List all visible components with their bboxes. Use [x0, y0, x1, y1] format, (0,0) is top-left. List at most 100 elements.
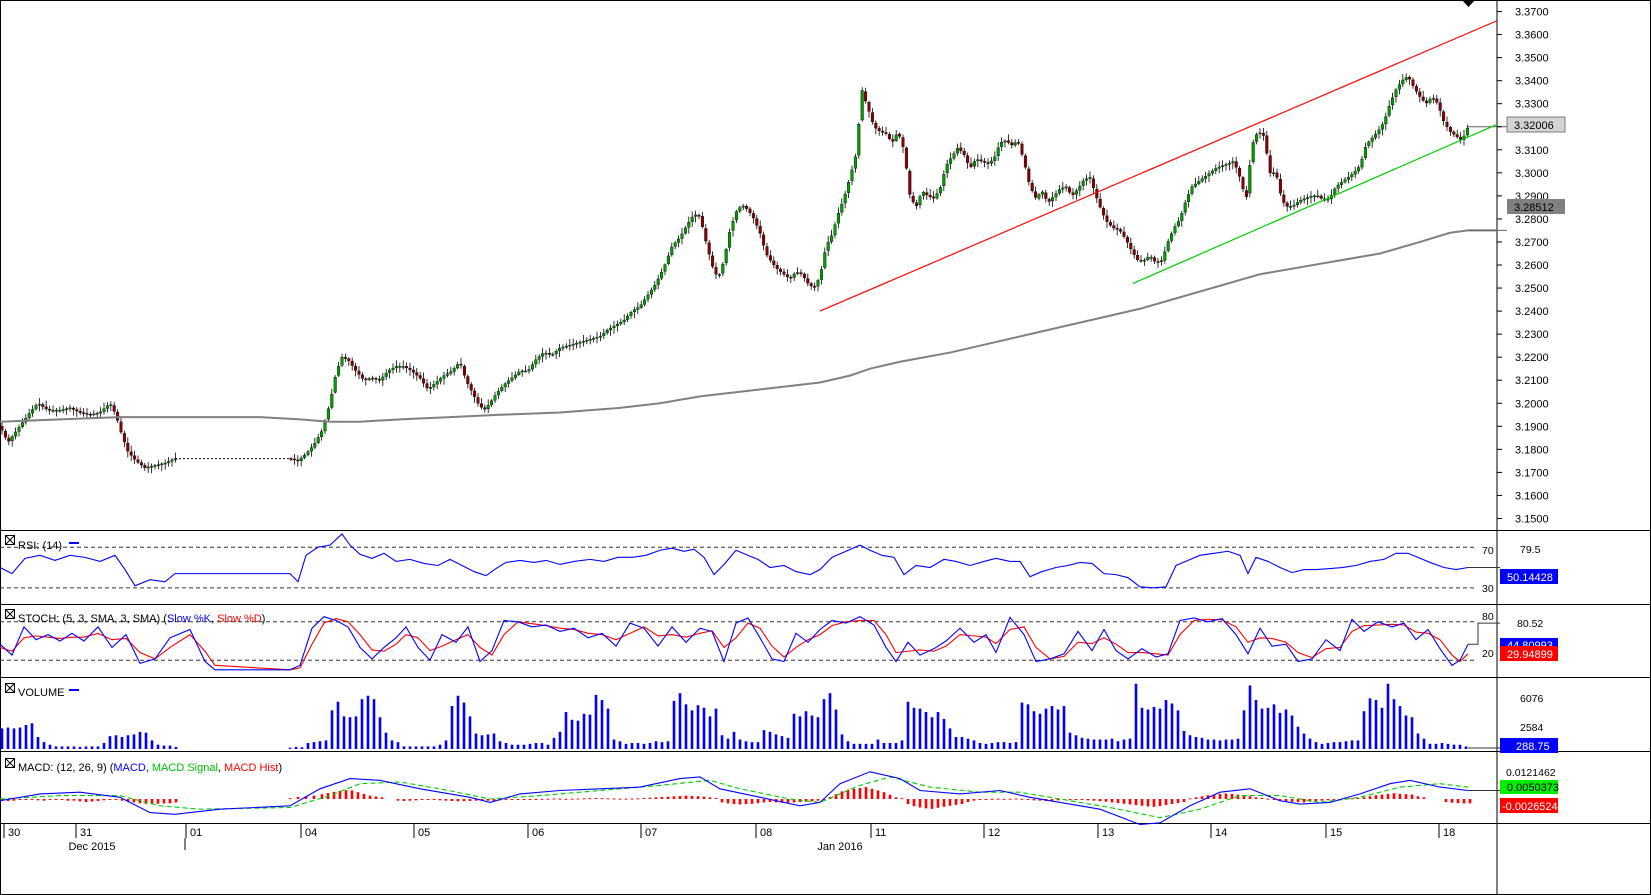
candle-body [476, 397, 480, 404]
candle [364, 377, 368, 386]
candle [887, 132, 891, 141]
candle-body [14, 431, 18, 437]
candle-body [823, 252, 827, 268]
volume-bar [384, 732, 388, 749]
candle [792, 272, 796, 282]
candle-body [48, 409, 52, 411]
macd-hist-bar [468, 799, 472, 802]
candle-body [622, 319, 626, 323]
candle-body [955, 148, 959, 154]
macd-hist-bar [888, 794, 892, 799]
volume-bar [576, 720, 580, 749]
price-pane [0, 20, 1507, 474]
candle [112, 401, 116, 415]
candle-body [462, 365, 466, 376]
candle-body [1183, 202, 1187, 213]
candle-body [1397, 84, 1401, 90]
candle-body [1421, 96, 1425, 101]
candle-body [690, 216, 694, 222]
candle-body [1258, 132, 1262, 135]
macd-hist-bar [1008, 798, 1012, 800]
volume-bar [414, 746, 418, 749]
candle [1384, 112, 1388, 131]
candle-body [983, 160, 987, 163]
volume-bar [102, 742, 106, 749]
candle-body [112, 405, 116, 412]
candle-body [1465, 127, 1469, 136]
candle [10, 434, 14, 447]
candle-body [1438, 102, 1442, 111]
candle [1282, 189, 1286, 207]
candle [629, 310, 633, 319]
candle-body [1091, 178, 1095, 189]
candle [711, 251, 715, 269]
candle [1210, 168, 1214, 176]
candle [1418, 87, 1422, 103]
volume-bar [732, 731, 736, 749]
candle-body [343, 357, 347, 359]
candle [544, 349, 548, 360]
candle-body [1156, 261, 1160, 263]
volume-bar [1140, 707, 1144, 749]
candle-body [687, 222, 691, 228]
candle [949, 152, 953, 170]
candle [37, 398, 41, 412]
price-tick-label: 3.3600 [1515, 30, 1549, 42]
macd-hist-bar [642, 797, 646, 799]
macd-hist-bar [18, 799, 22, 800]
candle [734, 209, 738, 224]
candle-body [1455, 134, 1459, 138]
candle [1197, 175, 1201, 186]
candle [660, 268, 664, 281]
volume-bar [174, 746, 178, 749]
volume-bar [960, 736, 964, 749]
volume-badge: 288.75 [1500, 738, 1558, 753]
candle [435, 375, 439, 390]
macd-hist-bar [1110, 799, 1114, 803]
macd-hist-bar [368, 795, 372, 799]
volume-bar [156, 744, 160, 749]
candle [48, 405, 52, 415]
volume-bar [1008, 742, 1012, 749]
macd-hist-bar [1392, 793, 1396, 799]
candle-body [1326, 198, 1330, 201]
macd-hist-bar [1362, 797, 1366, 799]
candle-body [666, 255, 670, 264]
macd-hist-bar [918, 799, 922, 808]
candle [394, 360, 398, 373]
candle-body [585, 340, 589, 342]
candle [955, 143, 959, 156]
candle-body [717, 274, 721, 276]
candle [911, 191, 915, 205]
candle-body [564, 345, 568, 348]
candle-body [588, 339, 592, 341]
candle-body [1068, 187, 1072, 193]
volume-bar [348, 717, 352, 749]
candle-body [350, 361, 354, 366]
candle-body [850, 169, 854, 182]
candle-body [527, 369, 531, 372]
volume-bar [6, 727, 10, 749]
candle [1401, 74, 1405, 88]
candle-body [1105, 215, 1109, 222]
macd-hist-value: -0.0026524 [1502, 801, 1558, 813]
macd-hist-bar [1284, 799, 1288, 802]
macd-hist-bar [1086, 799, 1090, 801]
day-label: 13 [1102, 827, 1114, 839]
candle [745, 204, 749, 212]
volume-bar [1314, 742, 1318, 749]
candle-body [1023, 155, 1027, 168]
candle [418, 371, 422, 380]
macd-hist-bar [344, 790, 348, 799]
candle [1428, 96, 1432, 105]
volume-title: VOLUME [18, 687, 64, 699]
candle-body [561, 346, 565, 349]
volume-bar [1026, 704, 1030, 749]
candle-body [612, 325, 616, 328]
candle-body [1081, 180, 1085, 186]
macd-hist-bar [522, 799, 526, 800]
candle-body [792, 273, 796, 278]
candle [1170, 231, 1174, 243]
ma-badge: 3.28512 [1507, 199, 1565, 214]
candle-body [870, 112, 874, 123]
